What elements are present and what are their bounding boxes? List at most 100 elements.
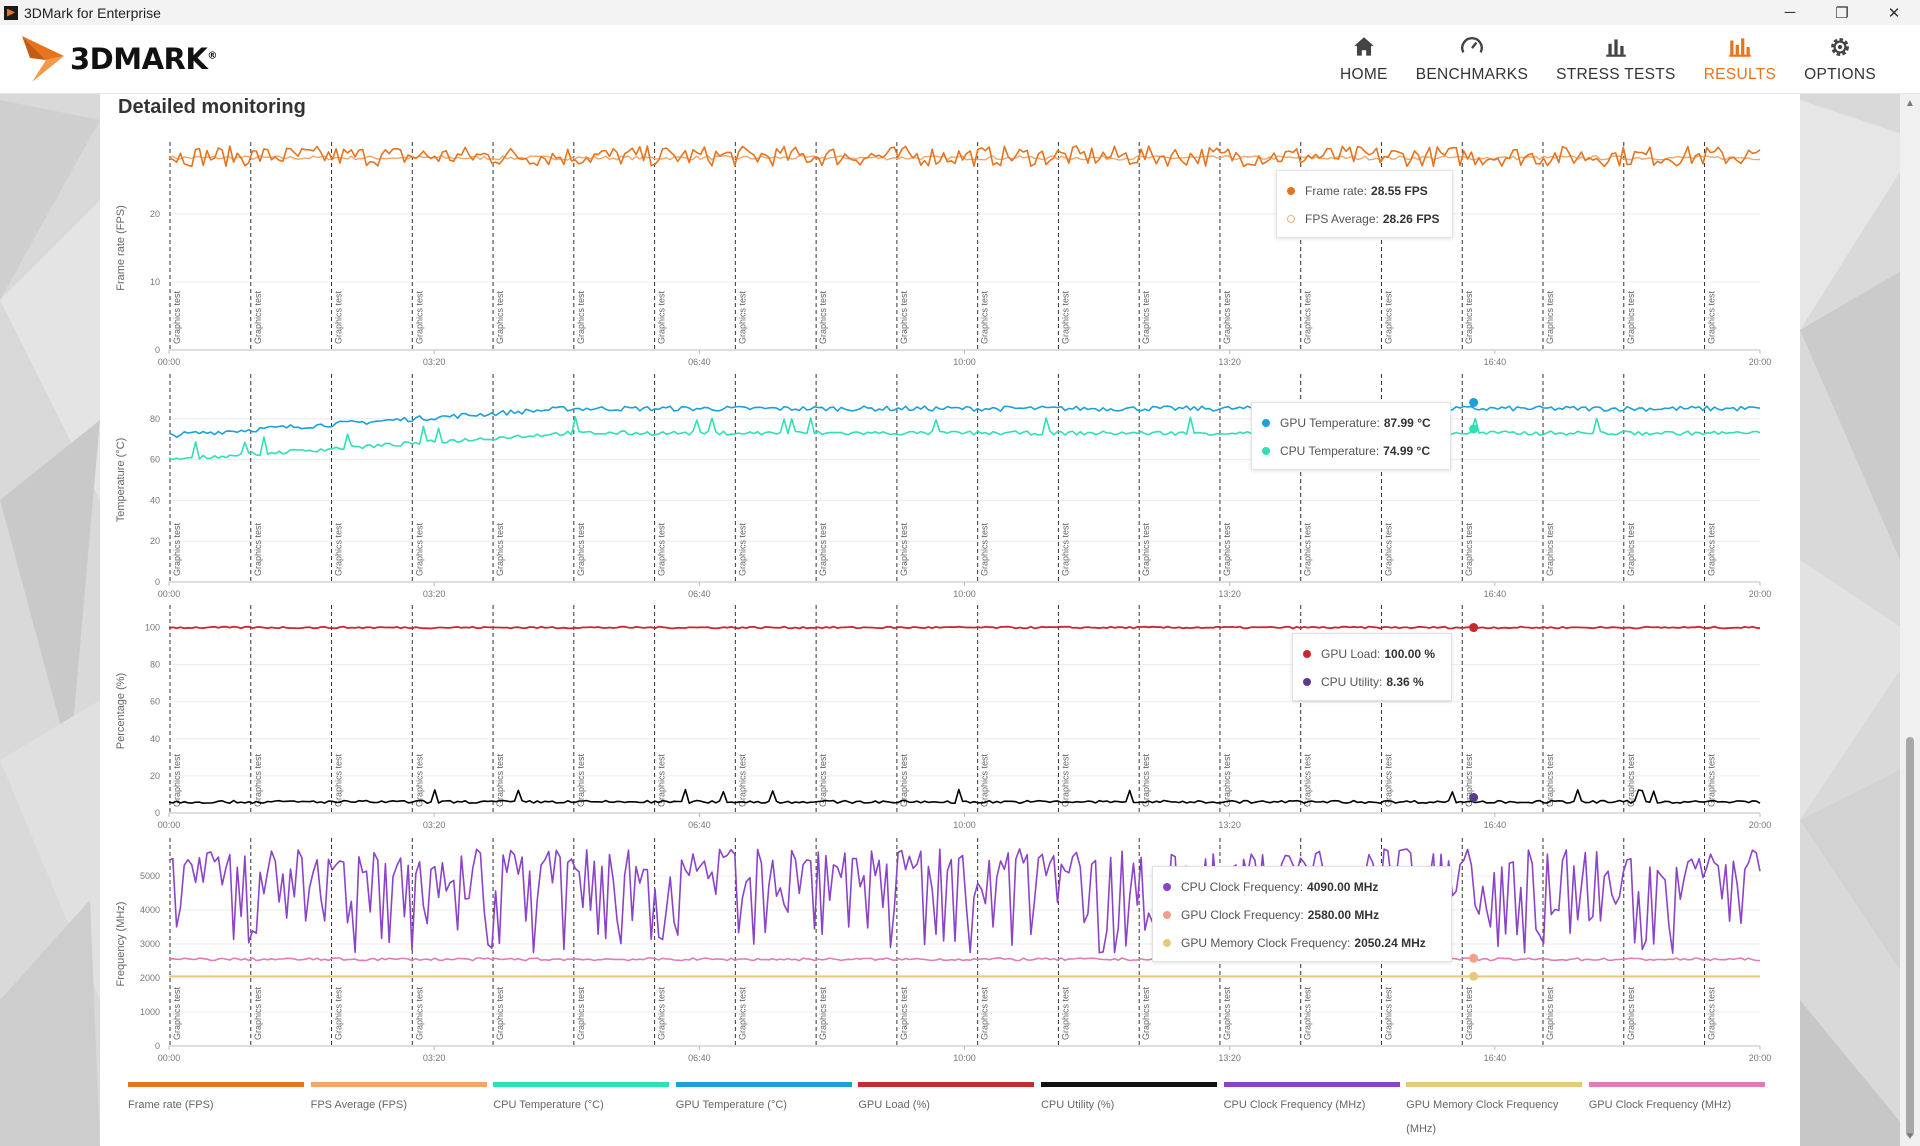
nav-results[interactable]: RESULTS (1690, 25, 1790, 93)
main-nav: HOME BENCHMARKS STRESS TESTS RESULTS OPT… (1326, 25, 1890, 93)
graphics-test-label: Graphics test (737, 290, 747, 344)
legend-swatch (1588, 1082, 1765, 1087)
legend-item-gpu-load[interactable]: GPU Load (%) (858, 1082, 1041, 1141)
graphics-test-label: Graphics test (495, 522, 505, 576)
graphics-test-label: Graphics test (1222, 522, 1232, 576)
graphics-test-label: Graphics test (737, 986, 747, 1040)
x-tick-label: 00:00 (158, 820, 181, 830)
graphics-test-label: Graphics test (1141, 986, 1151, 1040)
graphics-test-label: Graphics test (172, 522, 182, 576)
graphics-test-label: Graphics test (1383, 753, 1393, 807)
graphics-test-label: Graphics test (172, 986, 182, 1040)
x-tick-label: 16:40 (1484, 357, 1507, 367)
y-tick-label: 2000 (140, 973, 160, 983)
graphics-test-label: Graphics test (899, 522, 909, 576)
graphics-test-label: Graphics test (1303, 753, 1313, 807)
x-tick-label: 06:40 (688, 820, 711, 830)
frame-rate-dot-icon (1287, 187, 1295, 195)
app-header: 3DMARK® HOME BENCHMARKS STRESS TESTS RES… (0, 25, 1920, 94)
restore-button[interactable]: ❐ (1835, 4, 1849, 22)
y-axis-label: Percentage (%) (115, 673, 127, 749)
gpu-memory-clock-hover-point (1469, 971, 1479, 981)
legend-item-cpu-clock[interactable]: CPU Clock Frequency (MHz) (1223, 1082, 1407, 1141)
cpu-utility-line (168, 788, 1761, 805)
legend-swatch (1223, 1082, 1400, 1087)
legend-item-gpu-clock[interactable]: GPU Clock Frequency (MHz) (1588, 1082, 1772, 1141)
results-chart-icon (1729, 38, 1751, 57)
x-tick-label: 10:00 (953, 1053, 976, 1063)
tooltip-row: GPU Clock Frequency: 2580.00 MHz (1163, 901, 1441, 929)
home-icon (1354, 37, 1374, 56)
graphics-test-label: Graphics test (495, 986, 505, 1040)
y-axis-label: Temperature (°C) (115, 438, 127, 522)
x-tick-label: 13:20 (1218, 589, 1241, 599)
graphics-test-label: Graphics test (172, 753, 182, 807)
legend-item-cpu-utility[interactable]: CPU Utility (%) (1040, 1082, 1224, 1141)
tooltip-row: Frame rate: 28.55 FPS (1287, 177, 1442, 205)
graphics-test-label: Graphics test (414, 753, 424, 807)
logo-icon (22, 36, 64, 82)
y-tick-label: 0 (155, 1041, 160, 1051)
legend-item-gpu-temperature[interactable]: GPU Temperature (°C) (675, 1082, 859, 1141)
y-tick-label: 3000 (140, 939, 160, 949)
nav-benchmarks[interactable]: BENCHMARKS (1402, 25, 1542, 93)
graphics-test-label: Graphics test (1303, 522, 1313, 576)
graphics-test-label: Graphics test (980, 522, 990, 576)
cpu-utility-dot-icon (1303, 678, 1311, 686)
graphics-test-label: Graphics test (1222, 753, 1232, 807)
graphics-test-label: Graphics test (334, 753, 344, 807)
page-scrollbar[interactable]: ▲ ▼ (1900, 94, 1920, 1146)
scrollbar-thumb[interactable] (1906, 737, 1914, 1137)
y-tick-label: 20 (150, 536, 160, 546)
bar-chart-icon (1606, 39, 1626, 57)
y-tick-label: 4000 (140, 905, 160, 915)
legend-swatch (858, 1082, 1035, 1087)
legend-swatch (310, 1082, 487, 1087)
minimize-button[interactable]: ─ (1784, 4, 1796, 21)
gpu-temperature-hover-point (1469, 397, 1479, 407)
x-tick-label: 16:40 (1484, 589, 1507, 599)
legend-item-frame-rate[interactable]: Frame rate (FPS) (128, 1082, 311, 1141)
cpu-temperature-dot-icon (1262, 447, 1270, 455)
graphics-test-label: Graphics test (1545, 290, 1555, 344)
nav-results-label: RESULTS (1703, 66, 1777, 83)
x-tick-label: 03:20 (423, 1053, 446, 1063)
chart-3: 0 20 40 60 80 100 Percentage (%) 00:00 03:20 06:4… (115, 605, 1771, 830)
x-tick-label: 06:40 (688, 357, 711, 367)
nav-stress-tests[interactable]: STRESS TESTS (1542, 25, 1690, 93)
x-tick-label: 03:20 (423, 589, 446, 599)
graphics-test-label: Graphics test (1383, 986, 1393, 1040)
nav-home[interactable]: HOME (1326, 25, 1402, 93)
legend-item-gpu-memory-clock[interactable]: GPU Memory Clock Frequency (MHz) (1406, 1082, 1589, 1141)
nav-options-label: OPTIONS (1804, 66, 1876, 83)
gear-icon (1831, 38, 1849, 56)
legend-item-cpu-temperature[interactable]: CPU Temperature (°C) (493, 1082, 676, 1141)
graphics-test-label: Graphics test (1141, 290, 1151, 344)
graphics-test-label: Graphics test (334, 522, 344, 576)
graphics-test-label: Graphics test (1464, 290, 1474, 344)
chart-tooltip-fps: Frame rate: 28.55 FPS FPS Average: 28.26 F… (1276, 170, 1453, 238)
chart-4: 0 1000 2000 3000 4000 5000 Frequency (MHz) 00:0… (115, 838, 1771, 1063)
graphics-test-label: Graphics test (1545, 522, 1555, 576)
graphics-test-label: Graphics test (657, 522, 667, 576)
x-tick-label: 20:00 (1749, 1053, 1772, 1063)
legend-item-fps-average[interactable]: FPS Average (FPS) (310, 1082, 494, 1141)
y-tick-label: 5000 (140, 871, 160, 881)
graphics-test-label: Graphics test (1626, 986, 1636, 1040)
nav-benchmarks-label: BENCHMARKS (1415, 66, 1529, 83)
graphics-test-label: Graphics test (1545, 753, 1555, 807)
close-button[interactable]: ✕ (1887, 4, 1901, 22)
scroll-down-icon[interactable]: ▼ (1905, 1131, 1915, 1142)
scroll-up-icon[interactable]: ▲ (1905, 98, 1915, 109)
y-tick-label: 10 (150, 277, 160, 287)
x-tick-label: 06:40 (688, 1053, 711, 1063)
graphics-test-label: Graphics test (576, 522, 586, 576)
page-title: Detailed monitoring (118, 96, 306, 118)
graphics-test-label: Graphics test (1222, 986, 1232, 1040)
y-tick-label: 0 (155, 345, 160, 355)
y-tick-label: 20 (150, 771, 160, 781)
y-tick-label: 40 (150, 734, 160, 744)
nav-options[interactable]: OPTIONS (1790, 25, 1890, 93)
gpu-load-line (168, 625, 1761, 630)
logo[interactable]: 3DMARK® (20, 31, 217, 87)
